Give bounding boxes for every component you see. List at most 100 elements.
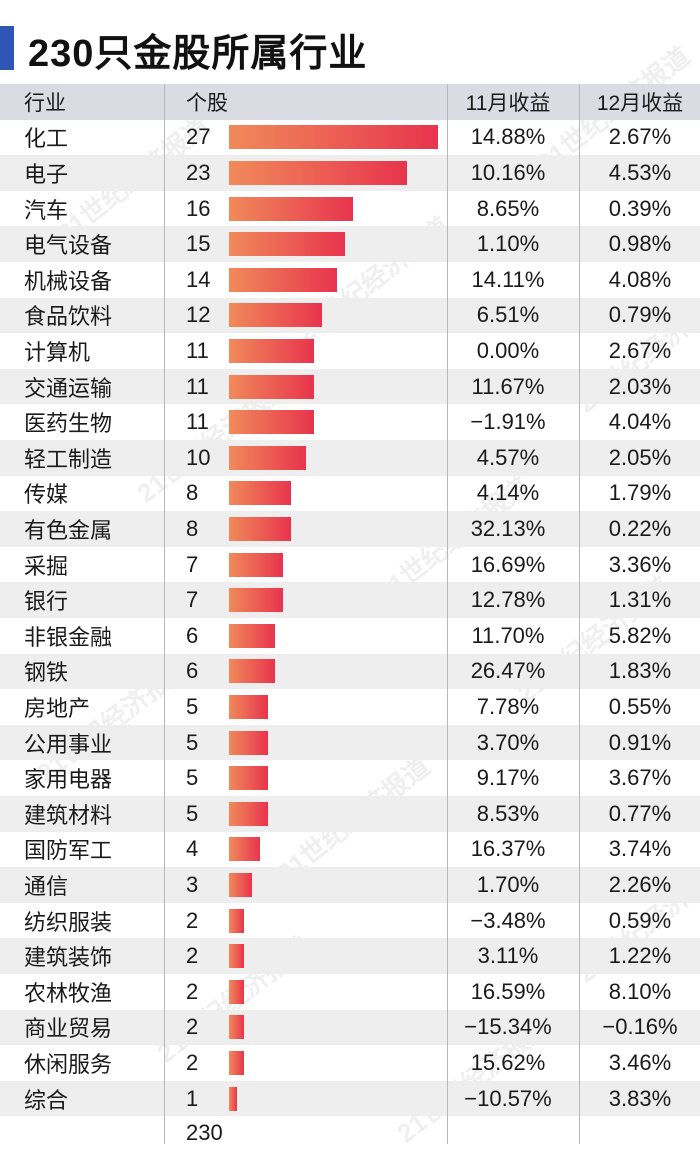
count-bar — [229, 694, 268, 719]
count-bar — [229, 659, 276, 684]
stock-count: 7 — [186, 551, 199, 577]
count-bar — [229, 303, 322, 328]
nov-return: 26.47% — [470, 658, 546, 684]
count-bar — [229, 979, 245, 1004]
industry-label: 家用电器 — [24, 767, 113, 793]
count-bar — [229, 125, 438, 150]
industry-label: 休闲服务 — [24, 1051, 113, 1077]
column-divider — [579, 84, 580, 1144]
table-header-row: 行业 个股 11月收益 12月收益 — [0, 84, 700, 120]
stock-count: 7 — [186, 587, 199, 613]
table-row: 采掘 7 16.69% 3.36% — [0, 547, 700, 583]
industry-label: 银行 — [24, 589, 69, 615]
dec-return: 0.79% — [608, 302, 672, 328]
nov-return: 1.10% — [476, 231, 540, 257]
industry-label: 食品饮料 — [24, 304, 113, 330]
table-row: 食品饮料 12 6.51% 0.79% — [0, 297, 700, 334]
stock-count: 11 — [186, 337, 209, 363]
nov-return: 6.51% — [476, 302, 540, 328]
count-bar — [229, 588, 284, 613]
table-row: 医药生物 11 −1.91% 4.04% — [0, 404, 700, 440]
nov-return: −10.57% — [464, 1085, 552, 1111]
column-divider — [164, 84, 165, 1144]
dec-return: 2.26% — [608, 871, 672, 897]
dec-return: 0.77% — [608, 800, 672, 826]
industry-label: 房地产 — [24, 695, 91, 721]
table-row: 电气设备 15 1.10% 0.98% — [0, 226, 700, 262]
nov-return: 4.14% — [476, 480, 540, 506]
dec-return: 5.82% — [608, 622, 672, 648]
stock-count: 5 — [186, 729, 199, 755]
table-row: 电子 23 10.16% 4.53% — [0, 155, 700, 191]
nov-return: 16.59% — [470, 978, 546, 1004]
table-row: 有色金属 8 32.13% 0.22% — [0, 511, 700, 547]
stock-count: 11 — [186, 373, 209, 399]
table-row: 轻工制造 10 4.57% 2.05% — [0, 440, 700, 476]
stock-count: 27 — [186, 124, 211, 150]
table-row: 交通运输 11 11.67% 2.03% — [0, 368, 700, 405]
stock-count: 15 — [186, 231, 211, 257]
count-bar — [229, 944, 245, 969]
industry-label: 电气设备 — [24, 233, 113, 259]
dec-return: 0.39% — [608, 195, 672, 221]
industry-label: 农林牧渔 — [24, 980, 113, 1006]
stock-count: 5 — [186, 800, 199, 826]
stock-count: 2 — [186, 1014, 199, 1040]
dec-return: 2.67% — [608, 337, 672, 363]
title-accent-bar — [0, 26, 14, 70]
nov-return: 0.00% — [476, 337, 540, 363]
stock-count: 11 — [186, 409, 209, 435]
industry-label: 传媒 — [24, 482, 69, 508]
count-bar — [229, 623, 276, 648]
table-row: 综合 1 −10.57% 3.83% — [0, 1080, 700, 1117]
count-bar — [229, 1015, 245, 1040]
dec-return: 3.83% — [608, 1085, 672, 1111]
nov-return: 14.88% — [470, 124, 546, 150]
count-bar — [229, 1050, 245, 1075]
count-bar — [229, 730, 268, 755]
dec-return: −0.16% — [602, 1014, 678, 1040]
table-row: 通信 3 1.70% 2.26% — [0, 867, 700, 903]
table-row: 化工 27 14.88% 2.67% — [0, 120, 700, 156]
nov-return: −1.91% — [470, 409, 546, 435]
industry-label: 非银金融 — [24, 624, 113, 650]
industry-label: 通信 — [24, 873, 69, 899]
table-row: 纺织服装 2 −3.48% 0.59% — [0, 903, 700, 939]
count-bar — [229, 516, 291, 541]
table-row: 农林牧渔 2 16.59% 8.10% — [0, 974, 700, 1010]
table-row: 银行 7 12.78% 1.31% — [0, 582, 700, 618]
title-area: 230只金股所属行业 — [0, 18, 700, 75]
stock-count: 6 — [186, 622, 199, 648]
count-bar — [229, 552, 284, 577]
count-bar — [229, 1086, 237, 1111]
table-row: 计算机 11 0.00% 2.67% — [0, 333, 700, 369]
dec-return: 0.59% — [608, 907, 672, 933]
table-row: 公用事业 5 3.70% 0.91% — [0, 724, 700, 761]
count-bar — [229, 267, 338, 292]
stock-count: 5 — [186, 765, 199, 791]
count-bar — [229, 232, 346, 257]
table-row: 汽车 16 8.65% 0.39% — [0, 191, 700, 227]
dec-return: 3.67% — [608, 765, 672, 791]
industry-label: 钢铁 — [24, 660, 69, 686]
stock-count: 3 — [186, 871, 199, 897]
nov-return: 10.16% — [470, 159, 546, 185]
nov-return: 11.70% — [471, 622, 545, 648]
stock-count: 2 — [186, 943, 199, 969]
table-row: 商业贸易 2 −15.34% −0.16% — [0, 1009, 700, 1046]
dec-return: 1.22% — [608, 943, 672, 969]
table-row: 房地产 5 7.78% 0.55% — [0, 689, 700, 725]
nov-return: 9.17% — [476, 765, 540, 791]
count-bar — [229, 338, 315, 363]
table-row: 国防军工 4 16.37% 3.74% — [0, 832, 700, 868]
table-row: 休闲服务 2 15.62% 3.46% — [0, 1045, 700, 1081]
dec-return: 0.55% — [608, 693, 672, 719]
dec-return: 2.67% — [608, 124, 672, 150]
industry-label: 建筑装饰 — [24, 945, 113, 971]
stock-count: 23 — [186, 159, 211, 185]
industry-label: 国防军工 — [24, 838, 113, 864]
industry-label: 采掘 — [24, 553, 69, 579]
table-row: 钢铁 6 26.47% 1.83% — [0, 653, 700, 690]
stock-count: 6 — [186, 658, 199, 684]
column-divider — [447, 84, 448, 1144]
